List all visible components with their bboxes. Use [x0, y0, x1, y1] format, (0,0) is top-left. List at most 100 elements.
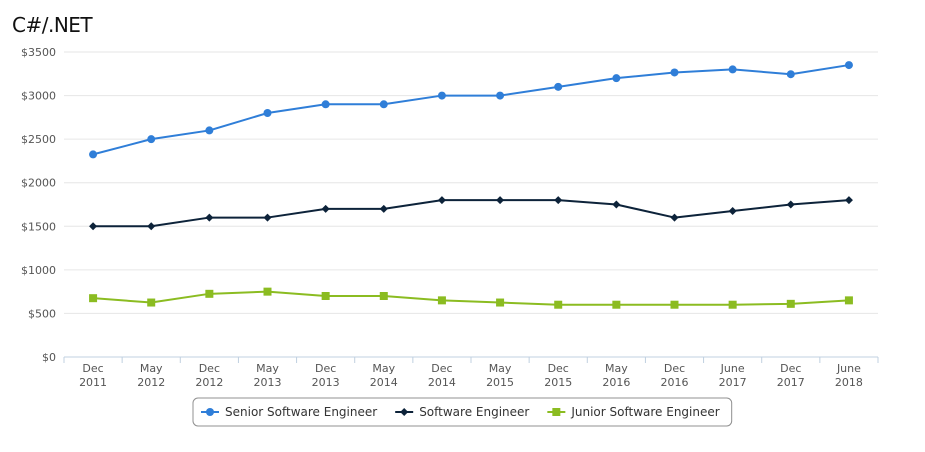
data-point[interactable] [612, 300, 621, 309]
legend-marker[interactable] [206, 408, 214, 416]
series-software-engineer [89, 196, 853, 231]
data-point[interactable] [379, 292, 388, 300]
y-axis: $0 $500 $1000 $1500 $2000 $2500 $3000 $3500 [21, 46, 56, 364]
data-point[interactable] [437, 196, 446, 205]
data-point[interactable] [844, 196, 853, 205]
data-point[interactable] [612, 74, 621, 83]
data-point[interactable] [205, 213, 214, 222]
y-tick-label: $500 [28, 307, 56, 320]
x-axis: Dec2011May2012Dec2012May2013Dec2013May20… [63, 357, 879, 389]
data-point[interactable] [89, 222, 98, 231]
data-point[interactable] [263, 109, 272, 117]
series-line[interactable] [92, 290, 849, 306]
data-point[interactable] [379, 204, 388, 213]
data-point[interactable] [147, 298, 156, 307]
x-tick-label-month: Dec [431, 362, 452, 375]
data-point[interactable] [728, 207, 737, 216]
x-tick-label-year: 2016 [661, 376, 689, 389]
data-point[interactable] [670, 300, 679, 309]
y-tick-label: $1000 [21, 264, 56, 277]
y-tick-label: $2500 [21, 133, 56, 146]
x-tick-label-month: Dec [199, 362, 220, 375]
data-point[interactable] [728, 300, 737, 309]
data-point[interactable] [205, 289, 214, 298]
grid-lines [64, 51, 878, 358]
x-tick-label-year: 2017 [777, 376, 805, 389]
data-point[interactable] [263, 213, 272, 222]
x-tick-label-month: May [372, 362, 395, 375]
x-tick-label-month: May [256, 362, 279, 375]
x-tick-label-year: 2012 [195, 376, 223, 389]
data-point[interactable] [321, 100, 330, 109]
series-senior-software-engineer [89, 61, 853, 159]
data-point[interactable] [205, 126, 214, 135]
data-point[interactable] [496, 196, 505, 205]
series-layer [89, 61, 853, 309]
data-point[interactable] [670, 213, 679, 222]
data-point[interactable] [786, 200, 795, 209]
x-tick-label-year: 2011 [79, 376, 107, 389]
data-point[interactable] [437, 91, 446, 100]
x-tick-label-year: 2013 [254, 376, 282, 389]
data-point[interactable] [321, 204, 330, 213]
data-point[interactable] [89, 294, 98, 303]
data-point[interactable] [728, 65, 737, 74]
data-point[interactable] [786, 70, 795, 79]
data-point[interactable] [321, 292, 330, 300]
legend-box [192, 397, 733, 427]
series-line[interactable] [93, 199, 850, 228]
legend-label: Junior Software Engineer [570, 405, 719, 419]
y-tick-label: $1500 [21, 220, 56, 233]
data-point[interactable] [263, 287, 272, 296]
legend-item-senior-software-engineer[interactable]: Senior Software Engineer [201, 405, 377, 419]
x-tick-label-year: 2014 [428, 376, 456, 389]
data-point[interactable] [554, 196, 563, 205]
y-tick-label: $2000 [21, 177, 56, 190]
x-tick-label-year: 2012 [137, 376, 165, 389]
data-point[interactable] [612, 200, 621, 209]
y-tick-label: $3000 [21, 90, 56, 103]
y-tick-label: $3500 [21, 46, 56, 59]
x-tick-label-month: Dec [315, 362, 336, 375]
x-tick-label-month: June [836, 362, 861, 375]
x-tick-label-month: Dec [548, 362, 569, 375]
data-point[interactable] [496, 91, 505, 100]
x-tick-label-year: 2013 [312, 376, 340, 389]
data-point[interactable] [89, 150, 98, 159]
x-tick-label-year: 2017 [719, 376, 747, 389]
legend-label: Software Engineer [419, 405, 529, 419]
y-tick-label: $0 [42, 351, 56, 364]
legend[interactable]: Senior Software Engineer Software Enginee… [192, 397, 733, 427]
chart-title: C#/.NET [12, 13, 93, 37]
data-point[interactable] [844, 296, 853, 305]
data-point[interactable] [496, 298, 505, 307]
data-point[interactable] [786, 299, 795, 308]
x-tick-label-year: 2018 [835, 376, 863, 389]
x-tick-label-month: May [489, 362, 512, 375]
x-tick-label-month: May [140, 362, 163, 375]
data-point[interactable] [437, 296, 446, 305]
legend-marker[interactable] [552, 408, 561, 416]
series-junior-software-engineer [89, 287, 853, 309]
data-point[interactable] [147, 222, 156, 231]
data-point[interactable] [554, 300, 563, 309]
x-tick-label-month: Dec [82, 362, 103, 375]
data-point[interactable] [554, 82, 563, 91]
legend-label: Senior Software Engineer [225, 405, 377, 419]
x-tick-label-year: 2015 [544, 376, 572, 389]
x-tick-label-month: May [605, 362, 628, 375]
x-tick-label-month: June [720, 362, 745, 375]
x-tick-label-year: 2014 [370, 376, 398, 389]
x-tick-label-month: Dec [780, 362, 801, 375]
legend-item-junior-software-engineer[interactable]: Junior Software Engineer [547, 405, 720, 419]
legend-item-software-engineer[interactable]: Software Engineer [395, 405, 529, 419]
data-point[interactable] [379, 100, 388, 109]
data-point[interactable] [844, 61, 853, 70]
x-tick-label-month: Dec [664, 362, 685, 375]
x-tick-label-year: 2015 [486, 376, 514, 389]
legend-marker[interactable] [400, 408, 409, 416]
series-line[interactable] [92, 64, 850, 156]
data-point[interactable] [670, 68, 679, 77]
data-point[interactable] [147, 135, 156, 144]
